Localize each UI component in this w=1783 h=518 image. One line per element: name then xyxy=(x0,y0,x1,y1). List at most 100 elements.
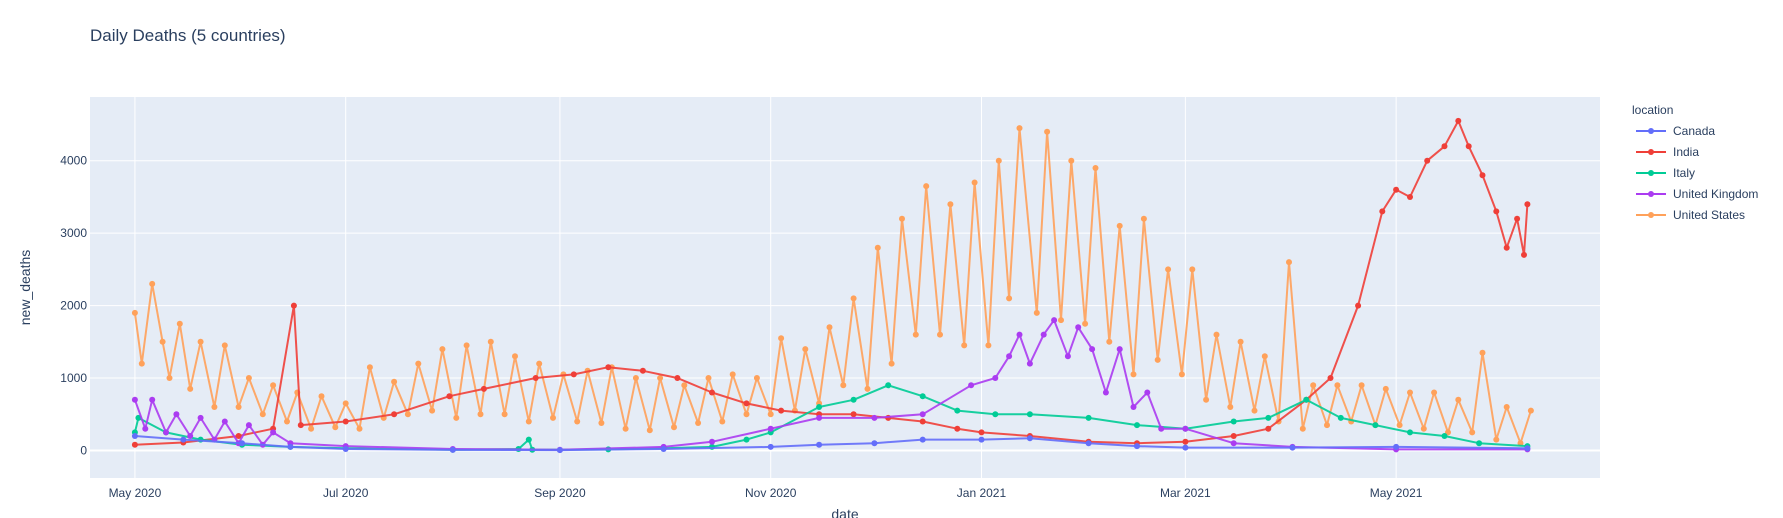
data-point-india xyxy=(639,367,646,374)
legend-label: United Kingdom xyxy=(1673,187,1758,201)
data-point-united-states xyxy=(415,360,422,367)
data-point-united-states xyxy=(1469,429,1476,436)
data-point-united-states xyxy=(729,371,736,378)
data-point-united-states xyxy=(1016,125,1023,132)
data-point-canada xyxy=(239,440,245,447)
data-point-india xyxy=(1521,251,1527,258)
legend-title: location xyxy=(1632,103,1673,117)
data-point-canada xyxy=(131,433,138,439)
data-point-united-states xyxy=(767,411,774,418)
legend[interactable]: location Canada India Italy United Kingdom U… xyxy=(1632,103,1758,222)
data-point-united-states xyxy=(681,382,688,389)
data-point-united-states xyxy=(259,411,266,418)
data-point-united-states xyxy=(332,424,339,431)
legend-swatch-marker xyxy=(1648,212,1654,218)
data-point-united-states xyxy=(912,331,919,338)
data-point-united-states xyxy=(1227,404,1234,410)
y-tick-label: 0 xyxy=(80,443,87,457)
data-point-united-states xyxy=(453,414,460,421)
data-point-united-states xyxy=(1213,331,1220,338)
data-point-united-kingdom xyxy=(871,414,878,421)
legend-item-canada[interactable]: Canada xyxy=(1636,124,1715,138)
data-point-india xyxy=(1455,117,1462,124)
data-point-united-states xyxy=(187,385,194,392)
data-point-united-kingdom xyxy=(816,414,823,421)
data-point-united-states xyxy=(899,215,905,222)
data-point-india xyxy=(1379,208,1386,215)
data-point-india xyxy=(850,411,857,418)
data-point-united-states xyxy=(1058,317,1064,324)
legend-item-united-states[interactable]: United States xyxy=(1636,208,1745,222)
data-point-india xyxy=(297,422,304,429)
data-point-canada xyxy=(1289,444,1296,451)
data-point-united-kingdom xyxy=(149,396,156,403)
data-point-united-states xyxy=(1178,371,1185,378)
data-point-united-states xyxy=(1455,396,1462,403)
data-point-india xyxy=(131,441,138,448)
data-point-united-states xyxy=(536,360,543,367)
data-point-united-kingdom xyxy=(1089,346,1096,353)
data-point-united-states xyxy=(1251,407,1258,414)
data-point-united-states xyxy=(1237,338,1244,345)
data-point-united-states xyxy=(501,411,508,418)
legend-item-india[interactable]: India xyxy=(1636,145,1699,159)
data-point-united-states xyxy=(404,411,411,418)
data-point-united-states xyxy=(622,425,629,432)
data-point-united-kingdom xyxy=(767,425,774,432)
data-point-united-states xyxy=(646,427,653,434)
data-point-italy xyxy=(954,407,961,414)
series-layer xyxy=(131,117,1534,454)
data-point-united-states xyxy=(1299,425,1306,432)
data-point-united-states xyxy=(657,375,664,381)
data-point-united-states xyxy=(1503,404,1510,410)
data-point-india xyxy=(1514,215,1521,222)
data-point-united-states xyxy=(705,375,712,381)
legend-item-italy[interactable]: Italy xyxy=(1636,166,1695,180)
y-tick-label: 3000 xyxy=(60,226,87,240)
legend-label: Canada xyxy=(1673,124,1715,138)
data-point-united-states xyxy=(1068,157,1075,164)
data-point-united-states xyxy=(429,407,436,414)
data-point-united-states xyxy=(802,346,809,353)
data-point-canada xyxy=(342,446,349,452)
data-point-united-states xyxy=(743,411,750,418)
data-point-italy xyxy=(1337,414,1344,421)
data-point-india xyxy=(446,393,453,400)
data-point-united-states xyxy=(864,385,871,392)
data-point-united-kingdom xyxy=(1051,317,1058,324)
data-point-italy xyxy=(1085,414,1092,421)
data-point-united-kingdom xyxy=(1116,346,1123,353)
data-point-united-states xyxy=(1189,266,1196,273)
data-point-canada xyxy=(1182,444,1189,451)
data-point-canada xyxy=(287,443,294,450)
data-point-canada xyxy=(871,440,878,447)
data-point-united-states xyxy=(159,338,166,345)
data-point-united-states xyxy=(671,424,677,431)
data-point-united-states xyxy=(138,360,145,367)
data-point-united-kingdom xyxy=(1102,389,1109,396)
data-point-united-states xyxy=(1106,338,1113,345)
data-point-united-states xyxy=(356,425,363,432)
data-point-canada xyxy=(1393,443,1400,450)
data-point-united-states xyxy=(1286,259,1292,266)
series-line-canada xyxy=(134,435,1528,452)
data-point-united-states xyxy=(850,295,857,302)
data-point-italy xyxy=(525,436,532,443)
legend-item-united-kingdom[interactable]: United Kingdom xyxy=(1636,187,1758,201)
y-tick-labels: 0 1000 2000 3000 4000 xyxy=(60,154,87,458)
y-tick-label: 2000 xyxy=(60,299,87,313)
x-tick-labels: May 2020 Jul 2020 Sep 2020 Nov 2020 Jan 2021… xyxy=(109,486,1423,500)
data-point-united-states xyxy=(1358,382,1365,389)
x-tick-label: Jan 2021 xyxy=(957,486,1007,500)
data-point-italy xyxy=(1230,418,1237,425)
legend-label: India xyxy=(1673,145,1699,159)
data-point-united-kingdom xyxy=(1144,389,1151,396)
data-point-india xyxy=(1503,244,1510,251)
data-point-united-kingdom xyxy=(187,433,194,439)
data-point-india xyxy=(978,429,985,436)
data-point-united-states xyxy=(1431,389,1438,396)
data-point-italy xyxy=(1372,422,1379,429)
data-point-united-states xyxy=(1130,371,1137,378)
data-point-canada xyxy=(816,441,823,448)
data-point-united-states xyxy=(525,418,532,425)
